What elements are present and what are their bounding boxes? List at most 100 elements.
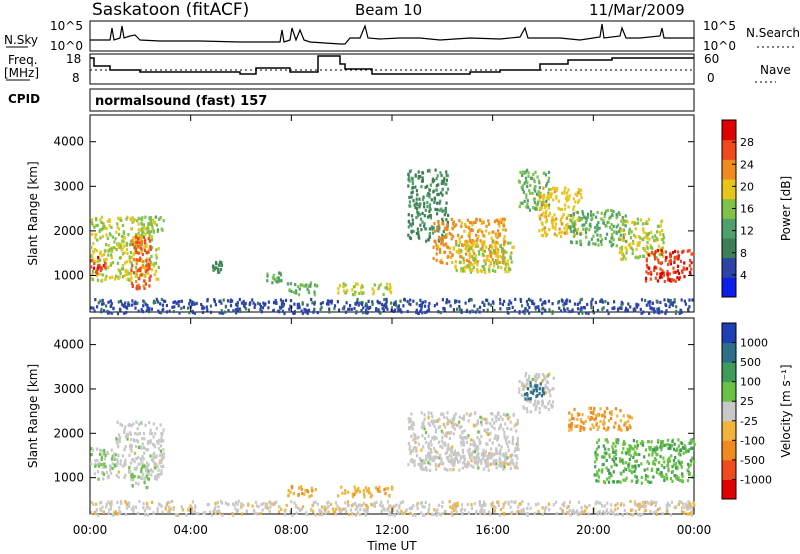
velocity-cell [310,494,313,498]
power-cell [119,308,122,312]
velocity-cell [616,480,619,484]
velocity-cell [686,479,689,483]
power-cell [137,283,140,287]
velocity-cell [633,500,636,504]
velocity-cell [423,427,426,431]
velocity-cell [502,502,505,506]
velocity-cell [323,507,326,511]
power-cell [471,223,474,227]
velocity-cell [413,460,416,464]
power-cell [213,267,216,271]
power-cell [646,221,649,226]
power-cell [468,221,471,225]
power-cell [121,239,124,243]
power-cell [315,284,318,288]
power-cell [155,277,158,281]
power-cell [148,266,151,270]
velocity-cell [483,509,486,513]
velocity-cell [489,462,493,466]
velocity-cell [605,451,608,455]
power-cell [665,256,668,260]
velocity-cell [541,399,544,403]
velocity-cell [438,512,441,516]
power-cell [90,245,93,250]
velocity-cell [569,423,572,427]
velocity-cell [434,455,437,459]
velocity-cell [499,452,502,456]
velocity-cell [623,467,626,471]
power-cell [411,222,414,226]
velocity-cell [123,447,126,451]
velocity-cell [101,505,104,509]
power-cell [392,309,395,313]
velocity-cell [591,423,594,427]
power-cell [504,267,507,271]
velocity-cell [599,501,602,505]
velocity-cell [418,462,421,467]
velocity-cell [204,511,207,515]
power-cell [100,310,103,314]
velocity-cell [545,405,548,410]
velocity-cell [428,503,431,507]
power-cell [316,311,319,315]
velocity-cell [688,447,691,452]
power-cell [99,250,102,254]
velocity-cell [295,511,298,515]
power-cell [521,184,524,188]
velocity-cell [119,422,122,426]
power-cell [120,243,123,247]
velocity-cell [601,470,604,474]
power-cell [576,302,579,306]
velocity-cell [484,453,487,457]
velocity-cell [162,428,165,432]
velocity-cell [571,413,574,417]
power-cell [538,186,541,190]
velocity-plot-frame [89,317,695,515]
power-cell [495,219,498,223]
velocity-cell [423,437,427,441]
power-cell [539,217,542,221]
velocity-cell [117,470,120,474]
velocity-cell [649,446,652,450]
velocity-cell [622,461,625,465]
power-cell [90,265,93,269]
velocity-cell [578,412,581,416]
velocity-cell [420,448,423,452]
velocity-cell [349,508,352,512]
power-cell [192,301,195,305]
power-cell [597,243,600,247]
power-cell [660,310,663,314]
power-cell [648,303,651,307]
nsearch-label: N.Search [746,26,800,40]
velocity-cell [493,462,496,466]
power-cell [667,277,670,281]
velocity-cell [475,455,479,459]
power-cell [460,255,463,259]
velocity-cell [568,500,572,504]
power-cell [457,243,460,247]
power-cell [140,237,143,241]
velocity-cell [658,507,661,511]
velocity-cell [444,467,448,471]
velocity-cell [446,411,449,415]
velocity-cell [420,459,423,463]
power-cell [591,297,594,302]
power-cell [127,233,130,237]
power-cell [338,308,341,312]
velocity-cell [631,508,634,512]
velocity-cell [443,415,446,419]
velocity-cell [160,436,163,440]
power-cell [284,298,288,302]
power-cell [121,264,124,268]
velocity-cell [641,440,644,444]
power-cell [201,306,204,310]
velocity-cell [497,500,500,504]
power-cell [417,311,420,315]
velocity-cell [573,407,576,411]
velocity-cell [650,500,653,504]
velocity-cell [684,502,687,506]
velocity-cell [411,449,414,453]
velocity-cell [434,463,437,467]
power-cell [467,263,470,267]
power-cell [448,231,451,235]
